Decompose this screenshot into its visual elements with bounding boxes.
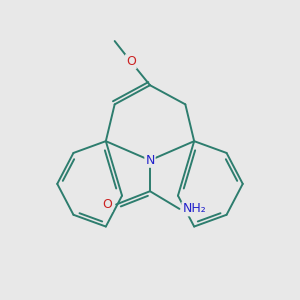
Text: O: O [102, 198, 112, 211]
Text: O: O [126, 55, 136, 68]
Text: NH₂: NH₂ [182, 202, 206, 215]
Text: N: N [145, 154, 155, 167]
